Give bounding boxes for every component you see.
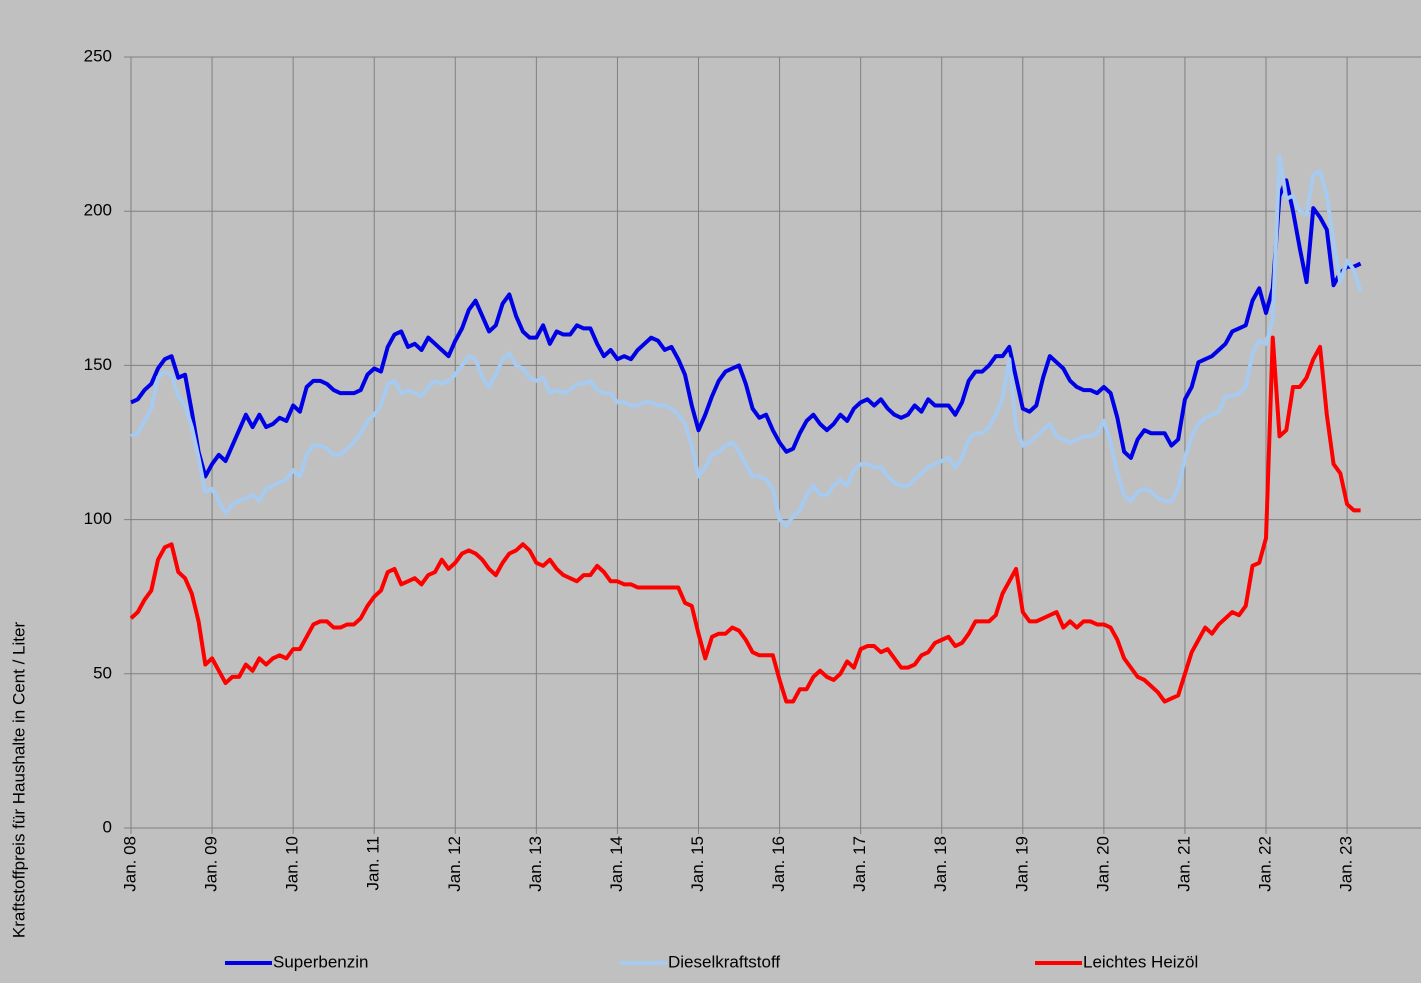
y-tick-label: 200 [84, 201, 112, 220]
line-series [130, 153, 1363, 528]
line-series [129, 335, 1361, 704]
x-tick-label: Jan. 19 [1012, 836, 1031, 892]
x-tick-label: Jan. 12 [445, 836, 464, 892]
x-tick-label: Jan. 20 [1093, 836, 1112, 892]
y-tick-label: 150 [84, 355, 112, 374]
y-tick-label: 50 [93, 663, 112, 682]
y-axis-label: Kraftstoffpreis für Haushalte in Cent / … [9, 622, 28, 939]
x-tick-label: Jan. 23 [1337, 836, 1356, 892]
x-tick-label: Jan. 14 [607, 836, 626, 892]
x-tick-label: Jan. 18 [931, 836, 950, 892]
line-series [130, 178, 1362, 479]
legend-label: Leichtes Heizöl [1083, 952, 1198, 971]
x-tick-label: Jan. 10 [283, 836, 302, 892]
x-tick-label: Jan. 22 [1255, 836, 1274, 892]
x-tick-label: Jan. 13 [526, 836, 545, 892]
x-tick-label: Jan. 16 [769, 836, 788, 892]
y-tick-label: 100 [84, 509, 112, 528]
y-tick-label: 250 [84, 46, 112, 65]
legend-label: Superbenzin [273, 952, 368, 971]
x-tick-label: Jan. 11 [364, 836, 383, 891]
y-tick-label: 0 [103, 817, 112, 836]
x-tick-label: Jan. 21 [1174, 836, 1193, 892]
x-tick-label: Jan. 17 [850, 836, 869, 892]
x-tick-label: Jan. 08 [120, 836, 139, 892]
legend-label: Dieselkraftstoff [668, 952, 780, 971]
x-tick-label: Jan. 09 [202, 836, 221, 892]
x-tick-label: Jan. 15 [688, 836, 707, 892]
